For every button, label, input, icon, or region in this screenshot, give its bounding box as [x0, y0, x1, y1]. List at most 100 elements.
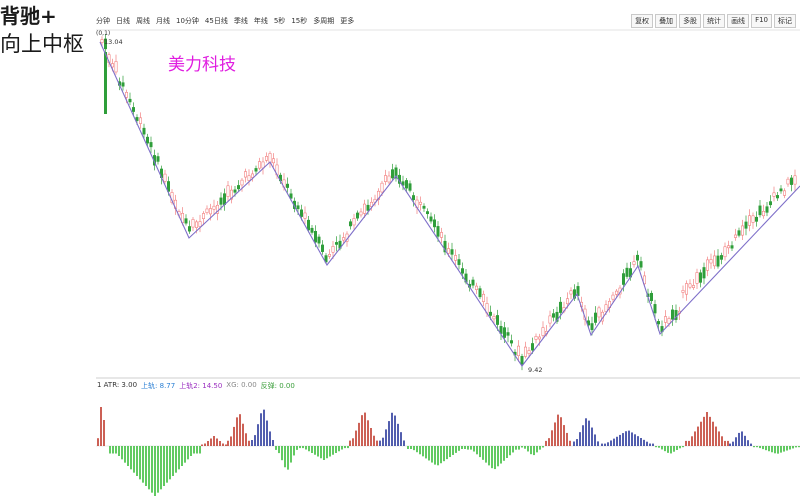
- candle-body: [121, 82, 125, 87]
- candle-body: [551, 313, 555, 318]
- candle-body: [348, 221, 352, 227]
- candle-body: [163, 173, 167, 182]
- candle-body: [223, 193, 227, 205]
- candle-body: [604, 304, 608, 312]
- candle-body: [632, 261, 636, 265]
- high-price-label: 13.04: [104, 38, 123, 46]
- tab-daily[interactable]: 日线: [116, 17, 130, 25]
- candle-body: [216, 204, 220, 214]
- candle-body: [621, 273, 625, 285]
- candle-body: [432, 219, 436, 228]
- candle-body: [772, 192, 776, 197]
- candle-body: [376, 190, 380, 200]
- candle-body: [125, 92, 129, 98]
- candle-body: [530, 343, 534, 351]
- candle-body: [352, 218, 356, 226]
- candle-body: [733, 234, 737, 238]
- candle-body: [303, 212, 307, 219]
- candle-body: [411, 195, 415, 201]
- candle-body: [184, 218, 188, 224]
- candle-body: [712, 255, 716, 267]
- candle-body: [128, 98, 132, 103]
- candle-body: [369, 201, 373, 207]
- candle-body: [723, 246, 727, 258]
- candle-body: [691, 285, 695, 288]
- candle-body: [202, 213, 206, 219]
- overlay-button[interactable]: 叠加: [655, 14, 678, 28]
- candle-body: [135, 117, 139, 121]
- candle-body: [761, 211, 765, 217]
- candle-body: [362, 203, 366, 214]
- candle-body: [667, 318, 671, 324]
- draw-line-button[interactable]: 画线: [727, 14, 750, 28]
- candle-body: [625, 267, 629, 277]
- candle-body: [506, 332, 510, 336]
- candle-body: [558, 301, 562, 313]
- tab-minute[interactable]: 分钟: [96, 17, 110, 25]
- candle-body: [527, 350, 531, 354]
- candle-body: [331, 246, 335, 253]
- corner-label: (0,1): [96, 30, 110, 37]
- candle-body: [695, 272, 699, 284]
- candle-body: [488, 311, 492, 316]
- candle-body: [422, 205, 426, 209]
- candle-body: [198, 221, 202, 227]
- multi-stock-button[interactable]: 多股: [679, 14, 702, 28]
- candle-body: [502, 327, 506, 338]
- period-tabs: 分钟 日线 周线 月线 10分钟 45日线 季线 年线 5秒 15秒 多周期 更…: [96, 16, 354, 26]
- candle-body: [537, 336, 541, 340]
- candle-body: [611, 294, 615, 300]
- candle-body: [572, 289, 576, 299]
- candle-body: [359, 211, 363, 216]
- tab-45day[interactable]: 45日线: [204, 17, 228, 25]
- indicator-upper: 上轨: 8.77: [141, 382, 176, 390]
- indicator-rebound: 反弹: 0.00: [260, 382, 295, 390]
- candle-body: [656, 321, 660, 325]
- candle-body: [212, 205, 216, 210]
- tab-quarterly[interactable]: 季线: [233, 17, 248, 25]
- candle-body: [737, 230, 741, 236]
- candle-body: [786, 178, 790, 185]
- candle-body: [593, 312, 597, 323]
- candle-body: [649, 292, 653, 302]
- tab-15sec[interactable]: 15秒: [291, 17, 308, 25]
- tab-more[interactable]: 更多: [340, 17, 355, 25]
- candle-body: [450, 249, 454, 255]
- candle-body: [719, 255, 723, 260]
- candle-body: [244, 171, 248, 178]
- mark-button[interactable]: 标记: [774, 14, 796, 28]
- candle-body: [663, 316, 667, 323]
- candle-body: [782, 190, 786, 196]
- candle-body-large: [104, 52, 107, 114]
- tab-weekly[interactable]: 周线: [136, 17, 150, 25]
- tab-10min[interactable]: 10分钟: [176, 17, 199, 25]
- adjust-button[interactable]: 复权: [631, 14, 654, 28]
- candle-body: [425, 211, 429, 215]
- candle-body: [366, 204, 370, 211]
- candle-body: [233, 189, 237, 193]
- candle-body: [758, 205, 762, 216]
- tab-5sec[interactable]: 5秒: [273, 17, 286, 25]
- candle-body: [254, 168, 258, 172]
- candle-body: [251, 173, 255, 178]
- statistics-button[interactable]: 统计: [703, 14, 726, 28]
- candle-body: [167, 181, 171, 192]
- zigzag-stroke-line: [99, 41, 800, 367]
- tab-yearly[interactable]: 年线: [253, 17, 268, 25]
- tab-monthly[interactable]: 月线: [156, 17, 170, 25]
- candle-body: [209, 208, 213, 215]
- candle-body: [569, 290, 573, 295]
- indicator-name: 1 ATR: 3.00: [97, 381, 138, 389]
- candle-body: [334, 242, 338, 245]
- candle-body: [240, 179, 244, 186]
- candle-body: [740, 225, 744, 236]
- candle-body: [247, 175, 251, 181]
- f10-button[interactable]: F10: [751, 14, 772, 28]
- tab-multi-period[interactable]: 多周期: [313, 17, 335, 25]
- candle-body: [114, 61, 118, 73]
- candle-body: [565, 298, 569, 305]
- candle-body: [541, 327, 545, 336]
- candle-body: [418, 201, 422, 205]
- candle-body: [534, 336, 538, 340]
